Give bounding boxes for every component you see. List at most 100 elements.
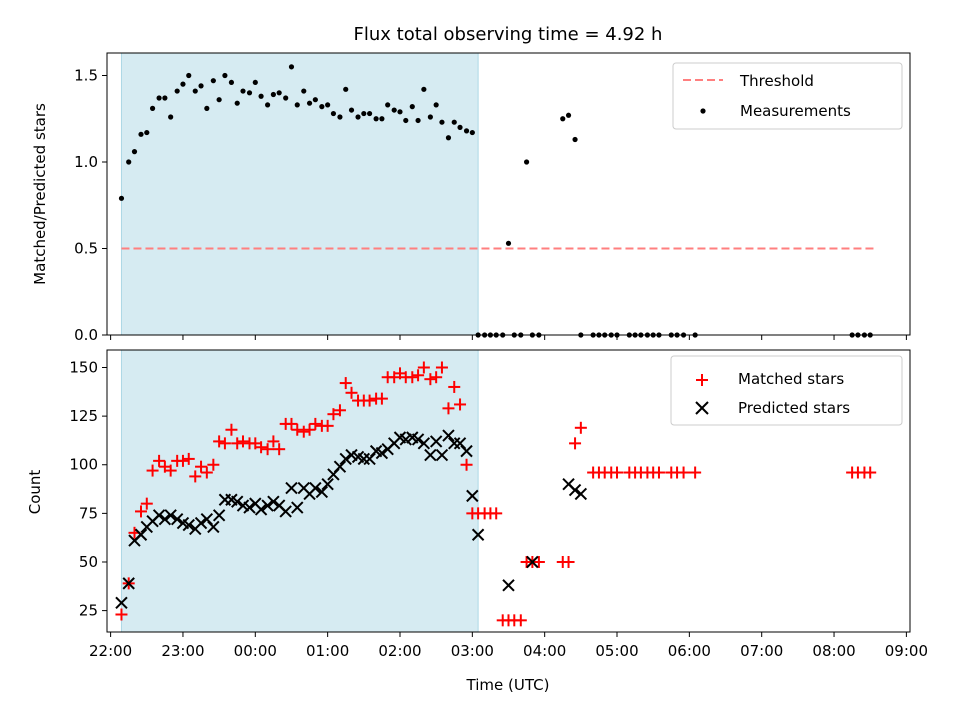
predicted-star-point: [568, 483, 582, 497]
matched-star-point: [255, 441, 268, 454]
matched-star-point: [153, 454, 166, 467]
matched-star-point: [164, 464, 177, 477]
ratio-plot-frame: [106, 52, 911, 336]
measurement-point: [131, 149, 138, 155]
matched-star-point: [574, 421, 587, 434]
predicted-star-point: [375, 446, 389, 460]
matched-star-point: [327, 408, 340, 421]
chart-title: Flux total observing time = 4.92 h: [354, 24, 663, 45]
predicted-star-point: [115, 596, 128, 610]
measurement-point: [270, 91, 276, 98]
predicted-star-point: [417, 437, 431, 450]
measurement-point: [348, 107, 355, 113]
ratio-y-tick-label: 1.5: [74, 66, 98, 84]
matched-star-point: [297, 425, 310, 438]
predicted-star-point: [122, 577, 135, 590]
predicted-star-point: [339, 452, 352, 466]
measurement-point: [379, 116, 385, 122]
measurement-point: [409, 104, 415, 110]
predicted-star-point: [279, 505, 292, 518]
measurement-point: [330, 110, 337, 117]
predicted-star-point: [152, 509, 166, 522]
measurement-point: [216, 97, 222, 103]
predicted-star-point: [460, 444, 473, 458]
measurement-point: [469, 129, 475, 136]
measurement-point: [337, 114, 343, 120]
measurement-point: [228, 79, 235, 86]
predicted-star-point: [315, 485, 329, 499]
time-x-axis-label: Time (UTC): [466, 676, 550, 694]
predicted-star-point: [526, 555, 539, 569]
matched-star-point: [261, 443, 274, 456]
time-x-tick-label: 09:00: [885, 642, 928, 660]
ratio-y-tick-label: 0.5: [74, 239, 98, 257]
count-y-tick-label: 125: [69, 407, 98, 425]
measurement-point: [312, 97, 318, 103]
measurement-point: [319, 104, 325, 110]
matched-star-point: [562, 555, 575, 568]
count-panel: 25 50 75 100 125 150 22:00 23:00 00:00 01:00 02:0…: [26, 349, 928, 694]
measurement-point: [367, 110, 373, 117]
measurement-point: [421, 86, 427, 92]
matched-star-point: [291, 423, 304, 436]
measurement-point: [144, 129, 150, 136]
measurement-point: [258, 93, 264, 99]
matched-star-point: [417, 361, 430, 374]
measurement-point: [572, 136, 578, 143]
measurement-point: [397, 109, 403, 115]
predicted-star-point: [261, 499, 274, 512]
measurement-point: [156, 95, 162, 101]
measurement-point: [149, 105, 156, 111]
measurement-point: [505, 240, 512, 246]
time-x-tick-label: 05:00: [595, 642, 638, 660]
predicted-star-point: [333, 460, 347, 473]
matched-star-point: [273, 443, 286, 456]
ratio-legend-box: [672, 62, 903, 130]
matched-star-point: [195, 460, 208, 473]
count-y-tick-label: 50: [79, 553, 98, 571]
matched-star-point: [532, 555, 545, 568]
measurement-point: [415, 117, 421, 124]
measurement-point: [198, 83, 204, 89]
matched-star-point: [448, 380, 461, 393]
measurement-point: [174, 88, 180, 94]
predicted-star-point: [243, 501, 256, 514]
predicted-star-point: [164, 509, 177, 522]
measurement-point: [265, 102, 271, 108]
count-legend: Matched stars Predicted stars: [670, 355, 903, 426]
measurement-point: [373, 116, 379, 122]
measurement-point: [439, 119, 445, 125]
measurement-point: [306, 100, 313, 106]
predicted-star-point: [291, 501, 304, 514]
predicted-star-point: [471, 528, 485, 541]
count-plot-frame: [106, 349, 911, 633]
matched-star-point: [182, 452, 195, 465]
measurement-point: [180, 81, 186, 87]
time-x-axis-ticks: 22:00 23:00 00:00 01:00 02:00 03:00 04:00 05:00…: [89, 632, 928, 660]
measurement-point: [403, 117, 409, 124]
matched-star-point: [412, 369, 425, 382]
time-x-tick-label: 08:00: [812, 642, 855, 660]
matched-star-point: [267, 435, 280, 448]
matched-star-point: [611, 466, 624, 479]
matched-star-point: [345, 386, 358, 399]
matched-star-point: [303, 423, 316, 436]
matched-star-point: [864, 466, 877, 479]
time-x-tick-label: 07:00: [740, 642, 783, 660]
measurement-point: [222, 72, 228, 79]
ratio-y-tick-label: 0.0: [74, 326, 98, 344]
measurement-point: [294, 102, 300, 108]
measurement-point: [301, 88, 307, 94]
count-y-tick-label: 75: [79, 504, 98, 522]
predicted-star-point: [158, 512, 172, 526]
matched-star-point: [176, 454, 189, 467]
predicted-star-point: [429, 435, 443, 448]
ratio-panel: 0.0 0.5 1.0 1.5 Matched/Predicted stars Thr…: [31, 52, 911, 344]
ratio-y-axis-ticks: 0.0 0.5 1.0 1.5: [74, 66, 107, 344]
measurement-point: [210, 78, 216, 84]
predicted-star-point: [466, 489, 479, 503]
matched-star-point: [514, 614, 527, 627]
matched-star-point: [430, 371, 443, 384]
measurement-point: [355, 114, 361, 120]
